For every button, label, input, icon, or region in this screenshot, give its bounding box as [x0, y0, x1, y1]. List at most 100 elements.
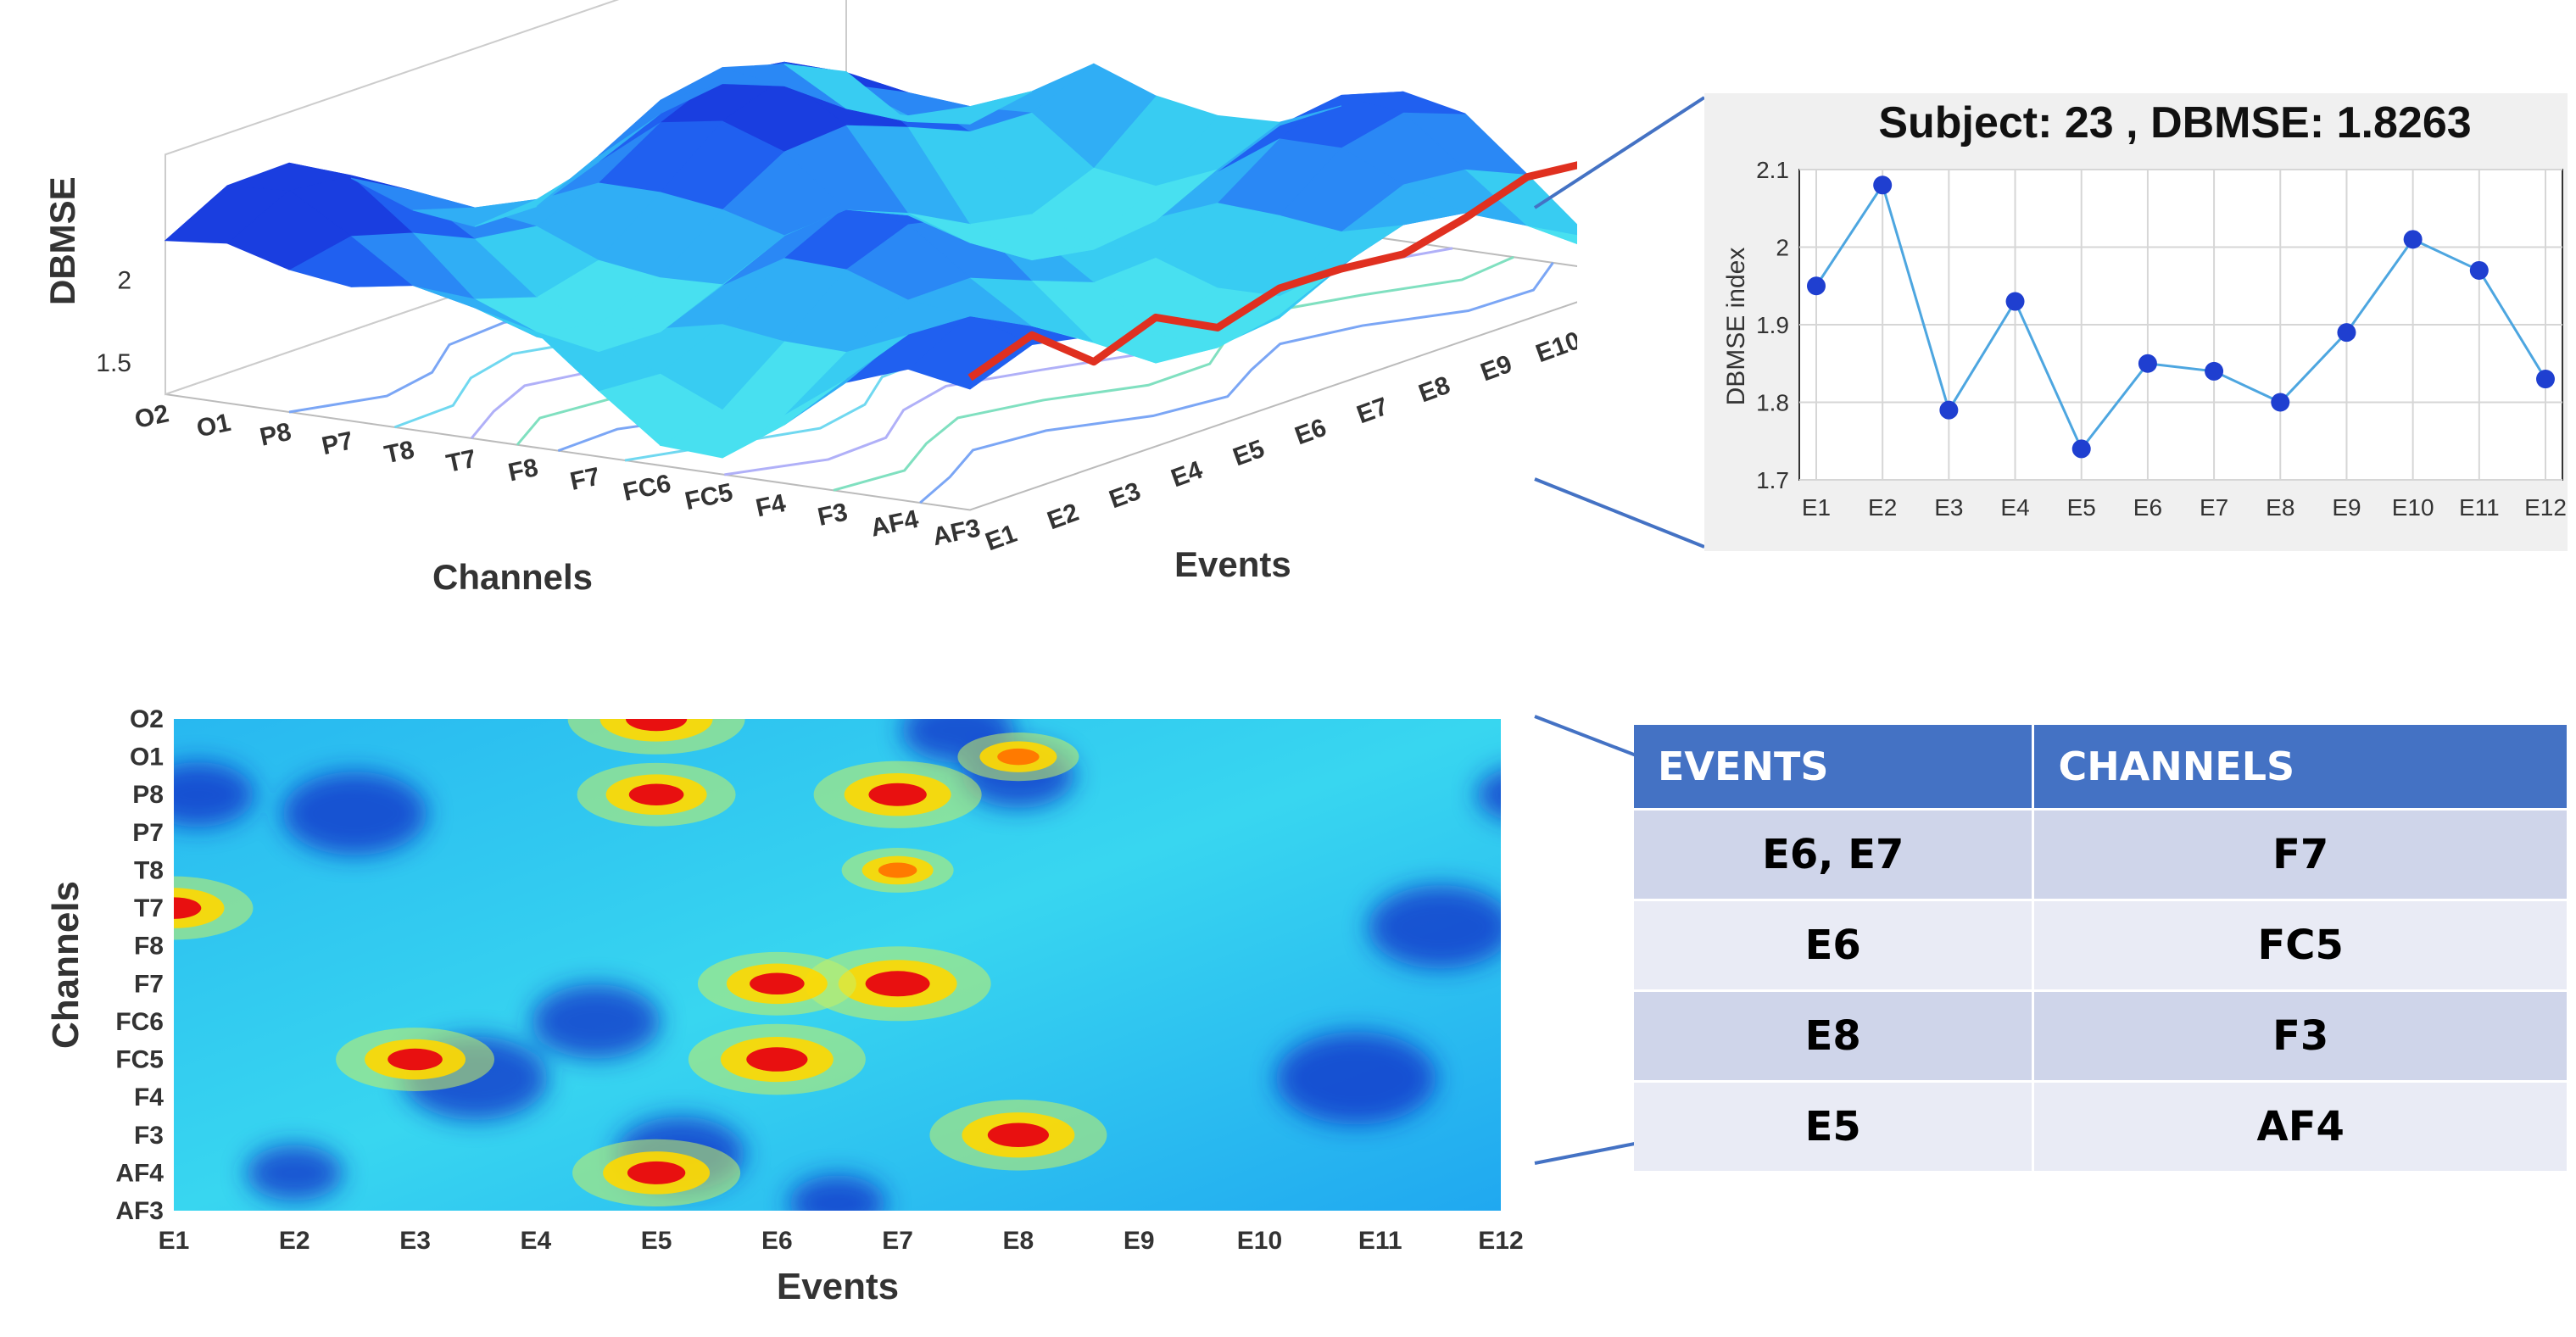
heatmap-plot: E1 E2 E3 E4 E5 E6 E7 E8 E9 E10 E11 E12 O2 O1 P8 P7 T8 T7 F…	[45, 705, 1524, 1307]
connector-lines	[1533, 96, 1706, 1165]
line-chart-point	[2005, 292, 2025, 311]
line-chart-point	[2536, 370, 2555, 389]
heatmap-ytick-label: P7	[132, 819, 164, 847]
heatmap-hotspot-core	[868, 783, 927, 806]
heatmap-ytick-label: F7	[134, 970, 164, 998]
heatmap-ytick-label: AF4	[115, 1159, 164, 1187]
surface-channel-tick-label: AF4	[868, 505, 922, 543]
line-chart-xtick-label: E3	[1934, 494, 1963, 521]
heatmap-xtick-label: E11	[1358, 1227, 1402, 1255]
heatmap-ytick-label: FC6	[115, 1008, 164, 1036]
heatmap-low-region	[1476, 770, 1501, 819]
surface-event-tick-label: E3	[1106, 477, 1145, 515]
heatmap-xtick-label: E3	[399, 1227, 431, 1255]
table-row: E6 FC5	[1634, 901, 2567, 989]
events-channels-table: EVENTS CHANNELS E6, E7 F7 E6 FC5 E8 F3 E…	[1631, 722, 2569, 1173]
surface-event-tick-label: E9	[1477, 350, 1516, 387]
table-cell-channel: F3	[2034, 992, 2567, 1080]
heatmap-hotspot-core	[746, 1047, 808, 1072]
heatmap-ytick-label: P8	[132, 781, 164, 809]
heatmap-hotspot-core	[174, 897, 202, 919]
surface-channel-tick-label: F4	[753, 489, 788, 523]
surface-channel-tick-label: AF3	[930, 514, 983, 551]
heatmap-hotspot-core	[878, 862, 917, 878]
table-cell-event: E6, E7	[1634, 811, 2032, 899]
heatmap-ytick-label: T7	[134, 894, 164, 922]
table-cell-channel: FC5	[2034, 901, 2567, 989]
surface-event-tick-label: E4	[1168, 456, 1207, 493]
table-cell-channel: AF4	[2034, 1083, 2567, 1171]
heatmap-hotspot-core	[627, 1161, 686, 1184]
surface-event-tick-label: E2	[1044, 499, 1083, 536]
table-row: E8 F3	[1634, 992, 2567, 1080]
surface-xlabel: Events	[1174, 544, 1291, 584]
heatmap-hotspot-core	[628, 783, 684, 805]
line-chart-point	[2469, 260, 2489, 280]
line-chart-xtick-label: E8	[2266, 494, 2294, 521]
line-chart-title: Subject: 23 , DBMSE: 1.8263	[1878, 98, 2471, 148]
line-chart-point	[1873, 175, 1893, 195]
heatmap-ytick-label: F4	[134, 1084, 164, 1111]
line-chart-point	[1807, 276, 1826, 296]
line-chart-point	[2138, 354, 2157, 373]
heatmap-ytick-label: F8	[134, 933, 164, 961]
surface-channel-tick-label: F7	[567, 462, 602, 496]
table-header-events: EVENTS	[1634, 725, 2032, 808]
surface-event-tick-label: E7	[1353, 393, 1392, 430]
line-chart-xtick-label: E7	[2200, 494, 2228, 521]
surface-event-tick-label: E6	[1291, 414, 1330, 451]
heatmap-hotspot-core	[750, 972, 805, 995]
surface-channel-tick-label: O2	[132, 399, 171, 434]
surface-event-tick-label: E5	[1229, 435, 1268, 472]
heatmap-low-region	[531, 983, 661, 1059]
surface-event-tick-label: E8	[1415, 371, 1454, 409]
heatmap-xtick-label: E8	[1003, 1227, 1034, 1255]
heatmap-low-region	[789, 1175, 886, 1211]
surface-patch	[783, 64, 909, 122]
surface-ztick-label: 2	[117, 267, 131, 295]
heatmap-ylabel: Channels	[45, 881, 86, 1049]
heatmap-hotspot-core	[987, 1123, 1050, 1148]
table-cell-channel: F7	[2034, 811, 2567, 899]
line-chart-ytick-label: 2	[1776, 235, 1789, 261]
heatmap-xtick-label: E5	[641, 1227, 672, 1255]
surface-zlabel: DBMSE	[42, 176, 82, 305]
connector-line	[1534, 477, 1705, 549]
connector-line	[1533, 96, 1706, 209]
heatmap-xtick-label: E9	[1124, 1227, 1155, 1255]
heatmap-ytick-label: FC5	[115, 1046, 164, 1074]
table-header-channels: CHANNELS	[2034, 725, 2567, 808]
surface-event-tick-label: E1	[982, 520, 1021, 557]
line-chart-ytick-label: 1.7	[1756, 467, 1789, 493]
surface-highlight-line	[967, 161, 1577, 382]
line-chart-xtick-label: E10	[2392, 494, 2434, 521]
table-cell-event: E6	[1634, 901, 2032, 989]
heatmap-xtick-label: E4	[520, 1227, 551, 1255]
line-chart-point	[2403, 230, 2423, 249]
heatmap-hotspot-core	[865, 971, 930, 997]
line-chart-series-line	[1815, 181, 2547, 452]
surface-channel-tick-label: P8	[258, 418, 294, 452]
surface-channel-tick-label: F8	[505, 454, 540, 487]
surface-contour-line	[833, 255, 1514, 492]
heatmap-xtick-label: E10	[1237, 1227, 1282, 1255]
heatmap-hotspot-core	[388, 1048, 443, 1071]
line-chart-xtick-label: E11	[2459, 494, 2500, 521]
heatmap-low-region	[246, 1145, 343, 1201]
line-chart-point	[2271, 393, 2290, 412]
line-chart-xtick-label: E2	[1868, 494, 1897, 521]
line-chart-panel: 2.1 2 1.9 1.8 1.7 E1 E2 E3 E4 E5 E6 E7 E8 E9 E10 E11 E12…	[1704, 93, 2568, 551]
line-chart-point	[2071, 439, 2091, 459]
line-chart-xtick-label: E1	[1802, 494, 1831, 521]
line-chart-ylabel: DBMSE index	[1722, 248, 1750, 406]
surface-ylabel: Channels	[432, 557, 593, 597]
heatmap-ytick-label: F3	[134, 1122, 164, 1150]
line-chart-xtick-label: E4	[2000, 494, 2029, 521]
heatmap-xtick-label: E2	[279, 1227, 310, 1255]
heatmap-low-region	[1275, 1031, 1437, 1125]
heatmap-xtick-label: E12	[1478, 1227, 1523, 1255]
heatmap-xtick-label: E7	[882, 1227, 913, 1255]
line-chart-xtick-label: E5	[2067, 494, 2096, 521]
line-chart-xtick-label: E9	[2332, 494, 2361, 521]
